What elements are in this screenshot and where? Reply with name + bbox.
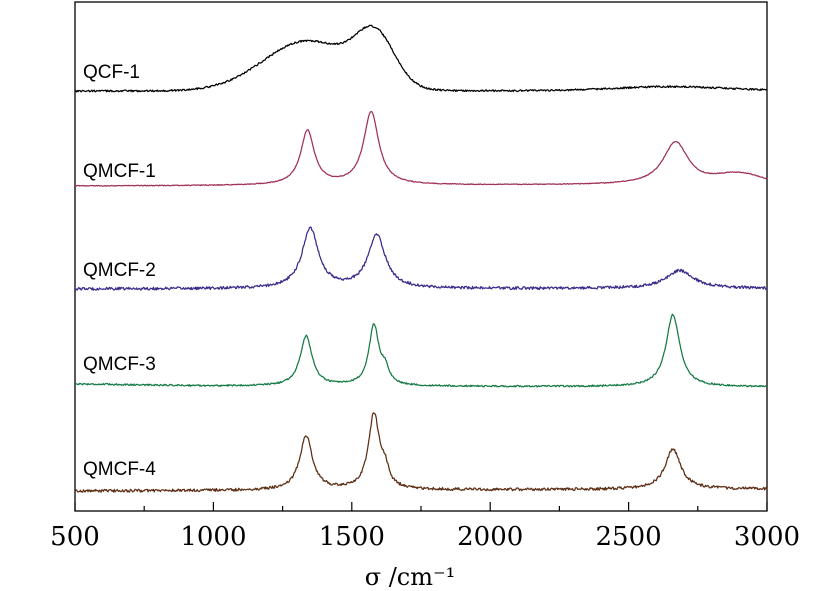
x-axis-label: σ /cm⁻¹ <box>365 563 456 591</box>
plot-frame <box>74 1 768 512</box>
x-ticks <box>74 502 768 511</box>
series-line-qmcf-4 <box>74 412 768 493</box>
series-label-qmcf-1: QMCF-1 <box>83 161 156 182</box>
series-line-qmcf-2 <box>74 226 768 291</box>
x-tick-label-2500: 2500 <box>596 522 662 552</box>
x-tick-label-500: 500 <box>50 522 100 552</box>
x-tick-label-2000: 2000 <box>457 522 523 552</box>
series-group <box>74 24 768 493</box>
series-line-qmcf-3 <box>74 313 768 388</box>
series-label-qcf-1: QCF-1 <box>83 62 140 83</box>
x-tick-labels: 500 1000 1500 2000 2500 3000 <box>50 522 800 552</box>
series-labels: QCF-1 QMCF-1 QMCF-2 QMCF-3 QMCF-4 <box>83 62 156 480</box>
x-tick-label-1500: 1500 <box>319 522 385 552</box>
series-line-qcf-1 <box>74 24 768 93</box>
series-label-qmcf-3: QMCF-3 <box>83 354 156 375</box>
series-label-qmcf-2: QMCF-2 <box>83 260 156 281</box>
series-line-qmcf-1 <box>74 110 768 187</box>
series-label-qmcf-4: QMCF-4 <box>83 459 156 480</box>
x-tick-label-1000: 1000 <box>180 522 246 552</box>
x-tick-label-3000: 3000 <box>734 522 800 552</box>
